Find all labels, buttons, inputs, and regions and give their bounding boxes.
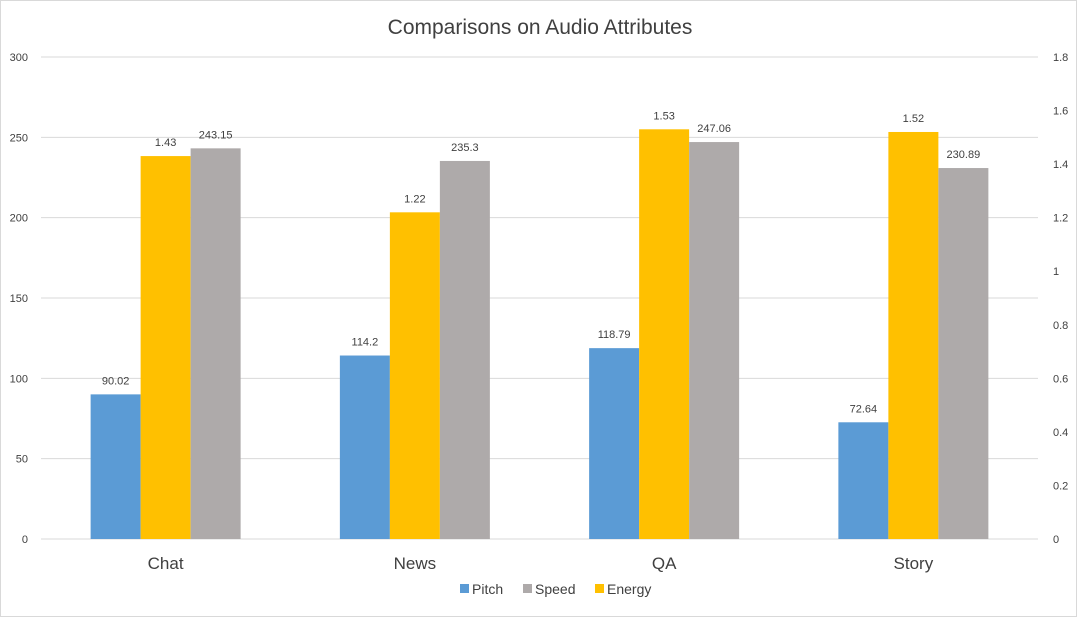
left-tick-label: 250 xyxy=(10,132,28,144)
data-label: 243.15 xyxy=(199,129,233,141)
data-label: 118.79 xyxy=(598,329,631,341)
data-label: 114.2 xyxy=(352,337,379,349)
chart-title: Comparisons on Audio Attributes xyxy=(388,16,693,39)
left-tick-label: 50 xyxy=(16,454,28,466)
bar-pitch xyxy=(589,348,640,539)
right-tick-label: 1.8 xyxy=(1053,52,1068,64)
legend-label-energy: Energy xyxy=(607,581,651,597)
right-tick-label: 0.2 xyxy=(1053,480,1068,492)
data-label: 230.89 xyxy=(947,149,981,161)
left-tick-label: 150 xyxy=(10,293,28,305)
data-label: 1.43 xyxy=(155,137,176,149)
bar-speed xyxy=(439,160,490,539)
right-tick-label: 0.6 xyxy=(1053,373,1068,385)
bar-speed xyxy=(938,168,989,539)
bar-energy xyxy=(888,131,939,539)
right-tick-label: 0 xyxy=(1053,534,1059,546)
right-tick-label: 1 xyxy=(1053,266,1059,278)
bars xyxy=(90,129,989,540)
right-tick-label: 0.4 xyxy=(1053,427,1068,439)
category-label: QA xyxy=(652,554,677,573)
right-tick-label: 1.4 xyxy=(1053,159,1068,171)
data-label: 90.02 xyxy=(102,375,130,387)
data-label: 1.53 xyxy=(653,110,674,122)
bar-speed xyxy=(190,148,241,540)
data-label: 247.06 xyxy=(697,123,731,135)
legend-swatch-pitch xyxy=(460,584,469,593)
bar-energy xyxy=(389,212,440,540)
left-axis-ticks: 0 50 100 150 200 250 300 xyxy=(10,52,28,546)
category-label: Chat xyxy=(148,554,184,573)
left-tick-label: 100 xyxy=(10,373,28,385)
bar-pitch xyxy=(90,394,141,539)
left-tick-label: 0 xyxy=(22,534,28,546)
data-label: 72.64 xyxy=(850,403,878,415)
right-tick-label: 0.8 xyxy=(1053,320,1068,332)
data-label: 1.52 xyxy=(903,113,924,125)
legend-swatch-speed xyxy=(523,584,532,593)
data-label: 1.22 xyxy=(404,193,425,205)
data-label: 235.3 xyxy=(451,142,479,154)
bar-energy xyxy=(639,129,690,540)
legend-label-speed: Speed xyxy=(535,581,575,597)
bar-pitch xyxy=(838,422,889,539)
left-tick-label: 300 xyxy=(10,52,28,64)
bar-energy xyxy=(140,156,191,540)
right-axis-ticks: 0 0.2 0.4 0.6 0.8 1 1.2 1.4 1.6 1.8 xyxy=(1053,52,1068,546)
legend: Pitch Speed Energy xyxy=(460,581,651,597)
bar-pitch xyxy=(339,355,390,539)
category-label: Story xyxy=(894,554,934,573)
data-labels: 90.02 1.43 243.15 114.2 1.22 235.3 118.79 1.53 2… xyxy=(102,110,980,415)
left-tick-label: 200 xyxy=(10,213,28,225)
right-tick-label: 1.6 xyxy=(1053,106,1068,118)
category-labels: Chat News QA Story xyxy=(148,554,934,573)
bar-speed xyxy=(689,142,740,539)
legend-label-pitch: Pitch xyxy=(472,581,503,597)
category-label: News xyxy=(394,554,437,573)
right-tick-label: 1.2 xyxy=(1053,213,1068,225)
legend-swatch-energy xyxy=(595,584,604,593)
